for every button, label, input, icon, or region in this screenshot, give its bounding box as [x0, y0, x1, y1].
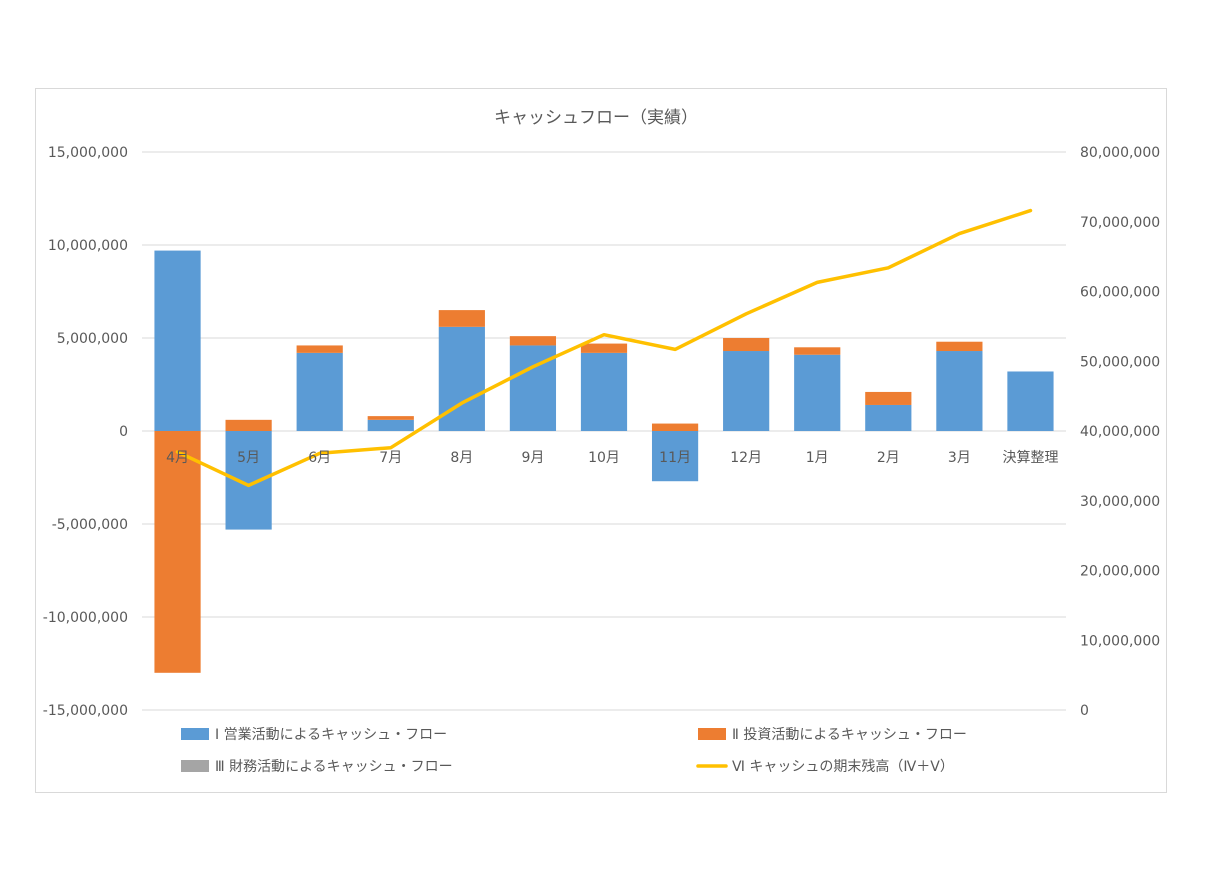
- bar-s1-4: [438, 310, 485, 327]
- right-tick-label-2: 60,000,000: [1080, 285, 1160, 301]
- category-label-11: 3月: [948, 450, 971, 466]
- bar-s0-8: [723, 351, 770, 431]
- bar-s1-5: [509, 336, 557, 346]
- bar-s1-0: [154, 431, 201, 673]
- bar-s1-11: [936, 341, 983, 352]
- cash-flow-chart: キャッシュフロー（実績） 15,000,000 10,000,000 5,000,0…: [43, 108, 1160, 775]
- balance-line: [175, 208, 1033, 488]
- left-tick-label-0: 15,000,000: [48, 145, 128, 161]
- category-label-5: 9月: [521, 450, 544, 466]
- right-axis: 80,000,000 70,000,000 60,000,000 50,000,000…: [1080, 145, 1160, 719]
- grid-lines: [142, 151, 1066, 711]
- bar-s0-2: [296, 352, 343, 431]
- legend-label-3: Ⅵ キャッシュの期末残高（Ⅳ＋Ⅴ）: [732, 758, 954, 775]
- category-label-8: 12月: [730, 450, 762, 466]
- right-tick-label-1: 70,000,000: [1080, 215, 1160, 231]
- legend-label-1: Ⅱ 投資活動によるキャッシュ・フロー: [732, 727, 967, 743]
- right-tick-label-8: 0: [1080, 703, 1089, 719]
- balance-line-series: [175, 208, 1033, 488]
- category-label-4: 8月: [450, 450, 473, 466]
- left-tick-label-3: 0: [119, 424, 128, 440]
- bar-s1-6: [580, 343, 628, 353]
- bar-s0-7: [651, 431, 699, 482]
- bar-s1-9: [794, 347, 841, 355]
- left-tick-label-2: 5,000,000: [57, 331, 128, 347]
- legend-label-2: Ⅲ 財務活動によるキャッシュ・フロー: [215, 759, 453, 775]
- bar-s0-12: [1007, 371, 1054, 431]
- right-tick-label-4: 40,000,000: [1080, 424, 1160, 440]
- bars: [154, 250, 1054, 673]
- category-label-1: 5月: [237, 450, 260, 466]
- left-tick-label-1: 10,000,000: [48, 238, 128, 254]
- category-label-3: 7月: [379, 450, 402, 466]
- x-axis: 4月 5月 6月 7月 8月 9月 10月 11月 12月 1月 2月 3月 決算整理: [166, 450, 1058, 466]
- legend-marker-0: [181, 728, 209, 740]
- bar-s0-6: [580, 352, 628, 431]
- left-tick-label-4: -5,000,000: [52, 517, 128, 533]
- legend-label-0: Ⅰ 営業活動によるキャッシュ・フロー: [215, 727, 447, 743]
- category-label-6: 10月: [588, 450, 620, 466]
- bar-s0-11: [936, 351, 983, 431]
- bar-s0-4: [438, 326, 485, 431]
- category-label-2: 6月: [308, 450, 331, 466]
- bar-s1-2: [296, 345, 343, 353]
- bar-s1-10: [865, 391, 912, 405]
- category-label-12: 決算整理: [1002, 450, 1058, 466]
- bar-s0-9: [794, 354, 841, 431]
- category-label-0: 4月: [166, 450, 189, 466]
- category-label-7: 11月: [659, 450, 691, 466]
- bar-s1-3: [367, 416, 414, 420]
- legend-marker-2: [181, 760, 209, 772]
- left-tick-label-6: -15,000,000: [43, 703, 128, 719]
- bar-s1-8: [723, 338, 770, 352]
- right-tick-label-5: 30,000,000: [1080, 494, 1160, 510]
- legend-marker-1: [698, 728, 726, 740]
- bar-s1-1: [225, 419, 272, 431]
- right-tick-label-3: 50,000,000: [1080, 354, 1160, 370]
- chart-frame: キャッシュフロー（実績） 15,000,000 10,000,000 5,000,0…: [35, 88, 1167, 793]
- right-tick-label-0: 80,000,000: [1080, 145, 1160, 161]
- bar-s0-1: [225, 431, 272, 530]
- right-tick-label-7: 10,000,000: [1080, 633, 1160, 649]
- bar-s1-7: [651, 423, 699, 431]
- category-label-10: 2月: [877, 450, 900, 466]
- left-tick-label-5: -10,000,000: [43, 610, 128, 626]
- chart-title: キャッシュフロー（実績）: [494, 108, 698, 128]
- bar-s0-3: [367, 419, 414, 431]
- left-axis: 15,000,000 10,000,000 5,000,000 0 -5,000,000…: [43, 145, 128, 719]
- category-label-9: 1月: [806, 450, 829, 466]
- legend: Ⅰ 営業活動によるキャッシュ・フロー Ⅱ 投資活動によるキャッシュ・フロー Ⅲ 財務…: [181, 727, 967, 775]
- bar-s0-10: [865, 404, 912, 431]
- right-tick-label-6: 20,000,000: [1080, 564, 1160, 580]
- bar-s0-0: [154, 250, 201, 431]
